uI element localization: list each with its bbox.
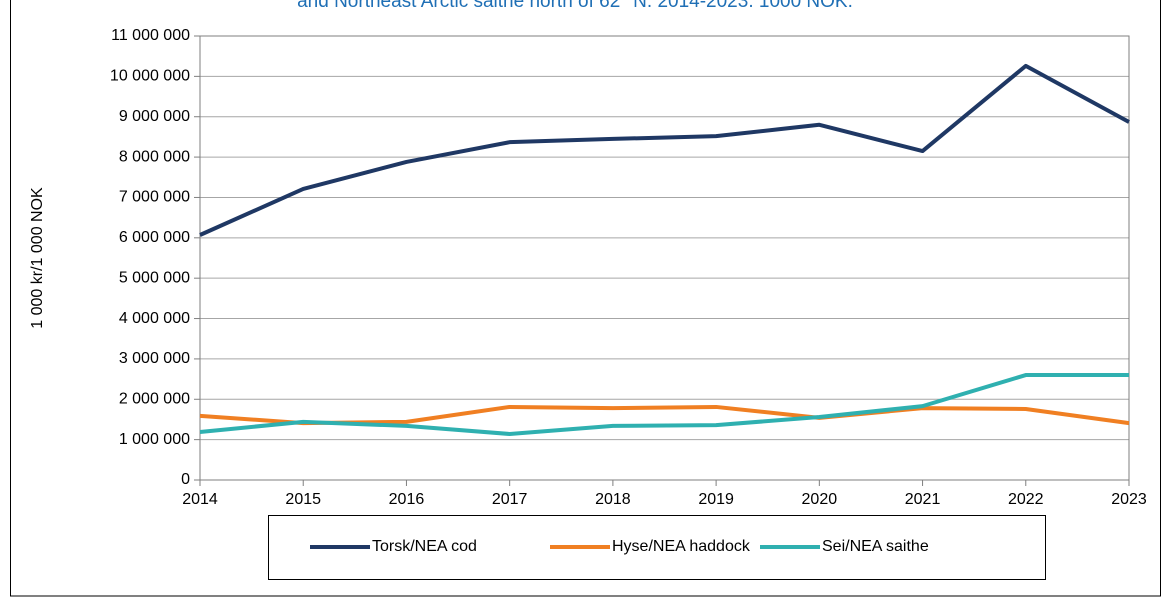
- x-tick-label: 2017: [492, 491, 528, 508]
- y-tick-label: 8 000 000: [119, 148, 190, 165]
- y-tick-label: 6 000 000: [119, 229, 190, 246]
- series-line: [199, 404, 1130, 426]
- legend-label: Torsk/NEA cod: [372, 538, 477, 555]
- y-tick-label: 9 000 000: [119, 108, 190, 125]
- y-axis-label: 1 000 kr/1 000 NOK: [29, 187, 46, 329]
- legend-box: [268, 515, 1046, 580]
- y-tick-label: 11 000 000: [111, 27, 190, 44]
- x-tick-label: 2018: [595, 491, 631, 508]
- chart-title: and Northeast Arctic saithe north of 62°…: [297, 0, 853, 12]
- x-tick-label: 2023: [1111, 491, 1147, 508]
- x-tick-label: 2022: [1008, 491, 1044, 508]
- y-tick-label: 0: [181, 471, 190, 488]
- x-tick-label: 2021: [905, 491, 941, 508]
- series-line: [199, 373, 1129, 436]
- x-tick-label: 2015: [285, 491, 321, 508]
- y-tick-label: 2 000 000: [119, 390, 190, 407]
- x-tick-label: 2016: [389, 491, 425, 508]
- plot-border: [199, 35, 1130, 481]
- x-tick-label: 2014: [182, 491, 218, 508]
- x-tick-label: 2020: [802, 491, 838, 508]
- chart-border: [10, 0, 1161, 597]
- legend-label: Hyse/NEA haddock: [612, 538, 751, 555]
- y-tick-label: 1 000 000: [119, 431, 190, 448]
- y-tick-label: 4 000 000: [119, 310, 190, 327]
- legend-label: Sei/NEA saithe: [822, 538, 929, 555]
- y-tick-label: 10 000 000: [110, 68, 190, 85]
- y-tick-label: 5 000 000: [119, 269, 190, 286]
- y-tick-label: 7 000 000: [119, 189, 190, 206]
- x-tick-label: 2019: [698, 491, 734, 508]
- y-tick-label: 3 000 000: [119, 350, 190, 367]
- series-line: [199, 63, 1130, 237]
